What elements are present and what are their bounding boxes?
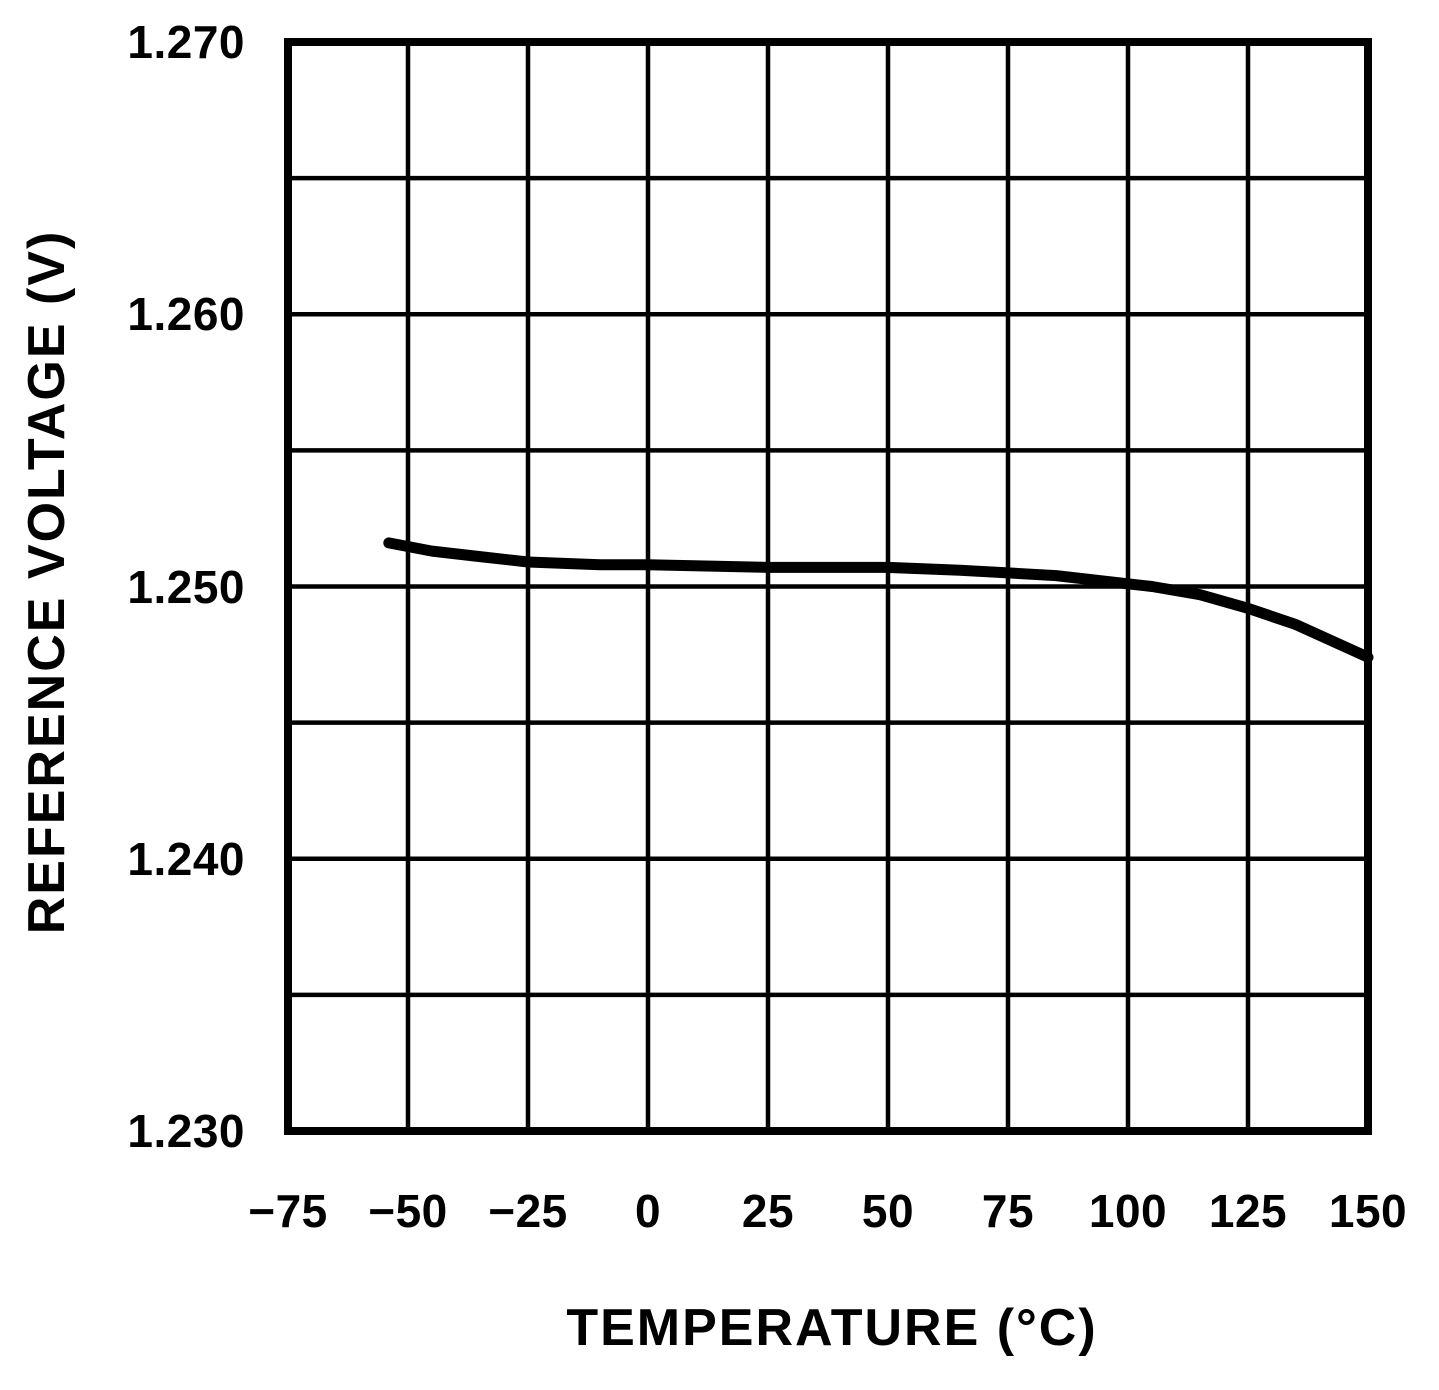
x-tick-label: 75 [981,1185,1035,1237]
x-tick-label: −25 [488,1185,568,1237]
x-tick-label: 0 [634,1185,662,1237]
x-tick-label: 25 [741,1185,795,1237]
y-axis-title: REFERENCE VOLTAGE (V) [18,229,76,935]
grid-lines [285,39,1371,1134]
y-tick-label: 1.270 [127,16,245,68]
x-tick-label: 125 [1208,1185,1288,1237]
x-tick-label: 150 [1328,1185,1408,1237]
y-tick-label: 1.240 [127,832,245,885]
x-tick-label: 100 [1088,1185,1168,1237]
y-tick-label: 1.230 [127,1105,245,1157]
x-tick-label: −75 [248,1185,328,1237]
series-reference-voltage-curve [383,537,1374,663]
x-tick-label: 50 [861,1185,915,1237]
x-tick-label: −50 [368,1185,448,1237]
y-tick-label: 1.260 [127,288,245,341]
x-axis-title: TEMPERATURE (°C) [566,1299,1098,1357]
y-tick-label: 1.250 [127,560,245,613]
plot-border [284,38,1372,1135]
